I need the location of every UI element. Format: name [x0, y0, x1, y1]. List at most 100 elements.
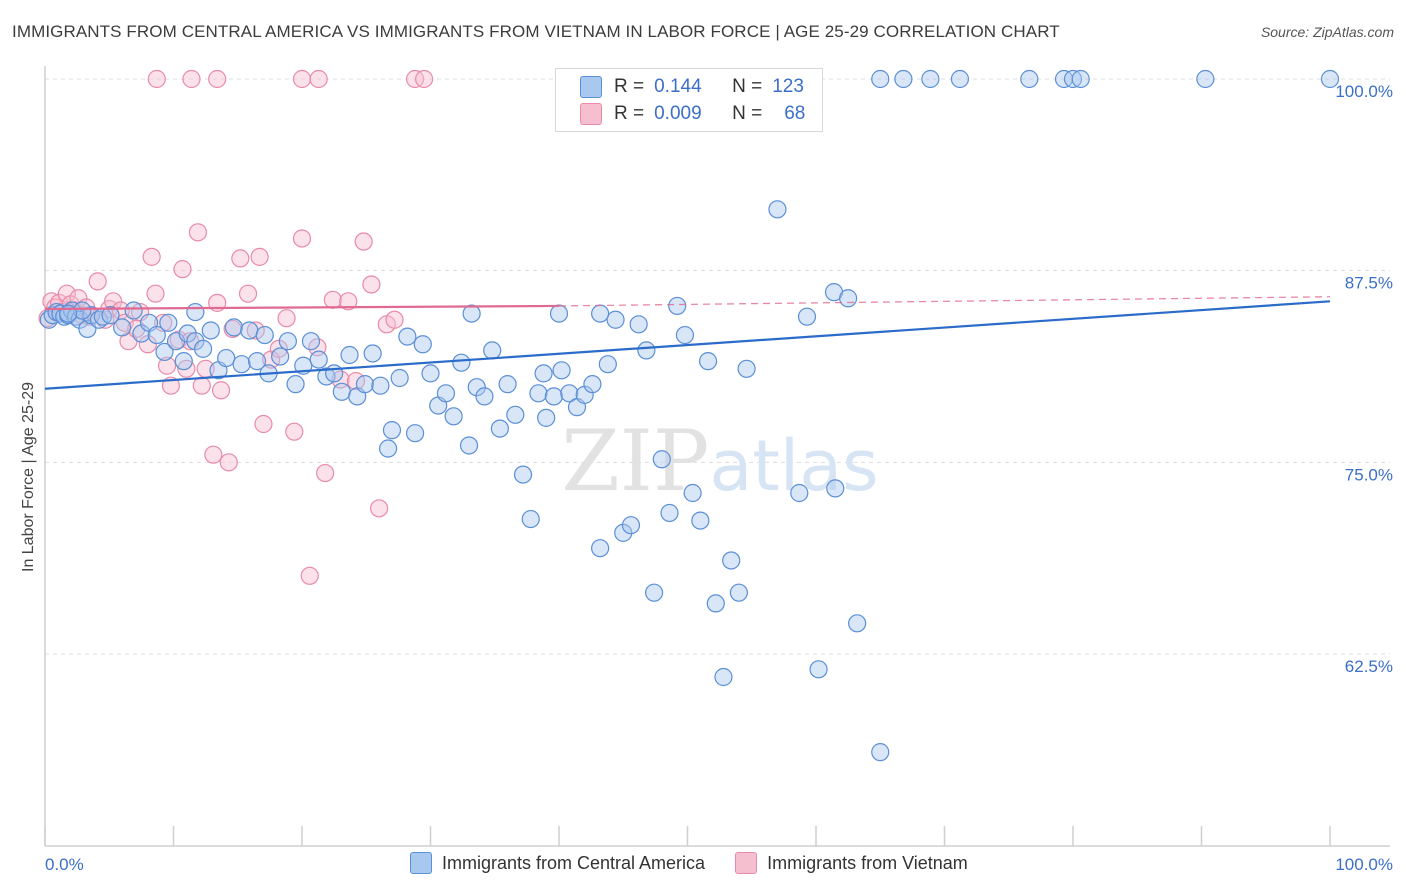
point-vietnam	[211, 381, 231, 400]
point-vietnam	[104, 292, 123, 311]
point-central-america	[668, 296, 687, 316]
point-central-america	[363, 344, 382, 363]
point-vietnam	[414, 69, 434, 89]
point-vietnam	[88, 272, 107, 291]
point-vietnam	[277, 309, 296, 328]
stats-r-value: 0.144	[654, 76, 702, 97]
point-central-america	[247, 352, 267, 371]
point-central-america	[549, 304, 569, 323]
point-central-america	[255, 325, 274, 345]
point-central-america	[224, 318, 243, 337]
point-vietnam	[204, 445, 223, 464]
stats-row-vietnam: R = 0.009 N = 68	[580, 103, 805, 125]
point-central-america	[544, 387, 563, 406]
legend-label: Immigrants from Vietnam	[767, 852, 968, 873]
point-central-america	[483, 341, 502, 360]
y-tick-label: 100.0%	[1335, 82, 1393, 101]
point-central-america	[178, 324, 197, 343]
point-central-america	[371, 376, 390, 395]
point-central-america	[174, 352, 193, 371]
point-central-america	[790, 483, 809, 503]
point-central-america	[271, 347, 290, 366]
point-central-america	[894, 69, 913, 89]
point-central-america	[521, 509, 540, 529]
point-vietnam	[385, 310, 404, 329]
point-central-america	[325, 364, 344, 383]
chart-legend: Immigrants from Central America Immigran…	[410, 852, 968, 874]
trendline-vietnam-extension	[558, 296, 1331, 307]
point-central-america	[598, 355, 617, 374]
point-vietnam	[57, 284, 76, 303]
point-central-america	[591, 539, 610, 558]
point-central-america	[155, 342, 174, 362]
point-vietnam	[173, 260, 192, 279]
point-central-america	[462, 304, 481, 323]
point-central-america	[698, 352, 718, 371]
point-central-america	[722, 551, 741, 570]
point-central-america	[591, 304, 610, 323]
point-central-america	[537, 408, 556, 427]
point-central-america	[186, 302, 205, 322]
point-central-america	[59, 304, 78, 323]
point-vietnam	[370, 499, 389, 518]
point-central-america	[826, 479, 845, 498]
point-vietnam	[362, 275, 381, 294]
point-central-america	[498, 375, 517, 394]
legend-swatch-pink	[735, 852, 758, 874]
point-central-america	[652, 450, 671, 469]
chart-title: IMMIGRANTS FROM CENTRAL AMERICA VS IMMIG…	[12, 22, 1060, 41]
point-central-america	[871, 743, 890, 762]
point-central-america	[534, 364, 553, 383]
point-central-america	[186, 332, 205, 351]
point-central-america	[1020, 69, 1039, 89]
point-central-america	[552, 361, 571, 380]
point-central-america	[950, 69, 970, 89]
point-vietnam	[157, 356, 177, 375]
point-central-america	[112, 318, 132, 337]
point-central-america	[436, 384, 456, 403]
point-central-america	[529, 384, 548, 403]
point-vietnam	[339, 292, 358, 311]
legend-swatch-blue	[410, 852, 432, 874]
stats-r-label: R =	[614, 76, 645, 97]
point-vietnam	[250, 247, 269, 266]
point-central-america	[390, 368, 409, 388]
point-central-america	[683, 483, 702, 503]
point-central-america	[1071, 69, 1090, 89]
point-central-america	[768, 200, 787, 219]
point-central-america	[378, 439, 398, 458]
point-central-america	[232, 355, 251, 374]
point-vietnam	[238, 284, 258, 303]
point-central-america	[309, 350, 328, 369]
point-central-america	[644, 583, 664, 602]
legend-item-vietnam[interactable]: Immigrants from Vietnam	[735, 852, 968, 874]
point-vietnam	[147, 69, 166, 89]
trendline-vietnam	[44, 304, 560, 311]
y-tick-label: 87.5%	[1345, 274, 1393, 293]
point-central-america	[147, 325, 166, 345]
point-central-america	[675, 325, 695, 345]
point-vietnam	[292, 229, 312, 248]
point-vietnam	[208, 69, 227, 89]
point-vietnam	[254, 414, 273, 434]
point-central-america	[848, 614, 867, 633]
y-tick-label: 75.0%	[1345, 465, 1393, 484]
point-central-america	[286, 375, 305, 394]
point-vietnam	[142, 247, 161, 266]
point-central-america	[1196, 69, 1215, 89]
y-tick-label: 62.5%	[1345, 657, 1393, 676]
legend-item-central-america[interactable]: Immigrants from Central America	[410, 852, 705, 874]
point-central-america	[444, 407, 463, 426]
point-central-america	[405, 424, 425, 443]
point-central-america	[1063, 69, 1083, 89]
point-central-america	[101, 306, 120, 325]
stats-box: R = 0.144 N = 123 R = 0.009 N = 68	[555, 68, 823, 132]
point-central-america	[660, 503, 679, 523]
point-central-america	[714, 667, 733, 687]
point-central-america	[621, 516, 641, 535]
x-tick-label: 100.0%	[1335, 855, 1393, 874]
point-central-america	[606, 310, 625, 329]
point-vietnam	[188, 223, 208, 242]
point-central-america	[459, 436, 479, 455]
